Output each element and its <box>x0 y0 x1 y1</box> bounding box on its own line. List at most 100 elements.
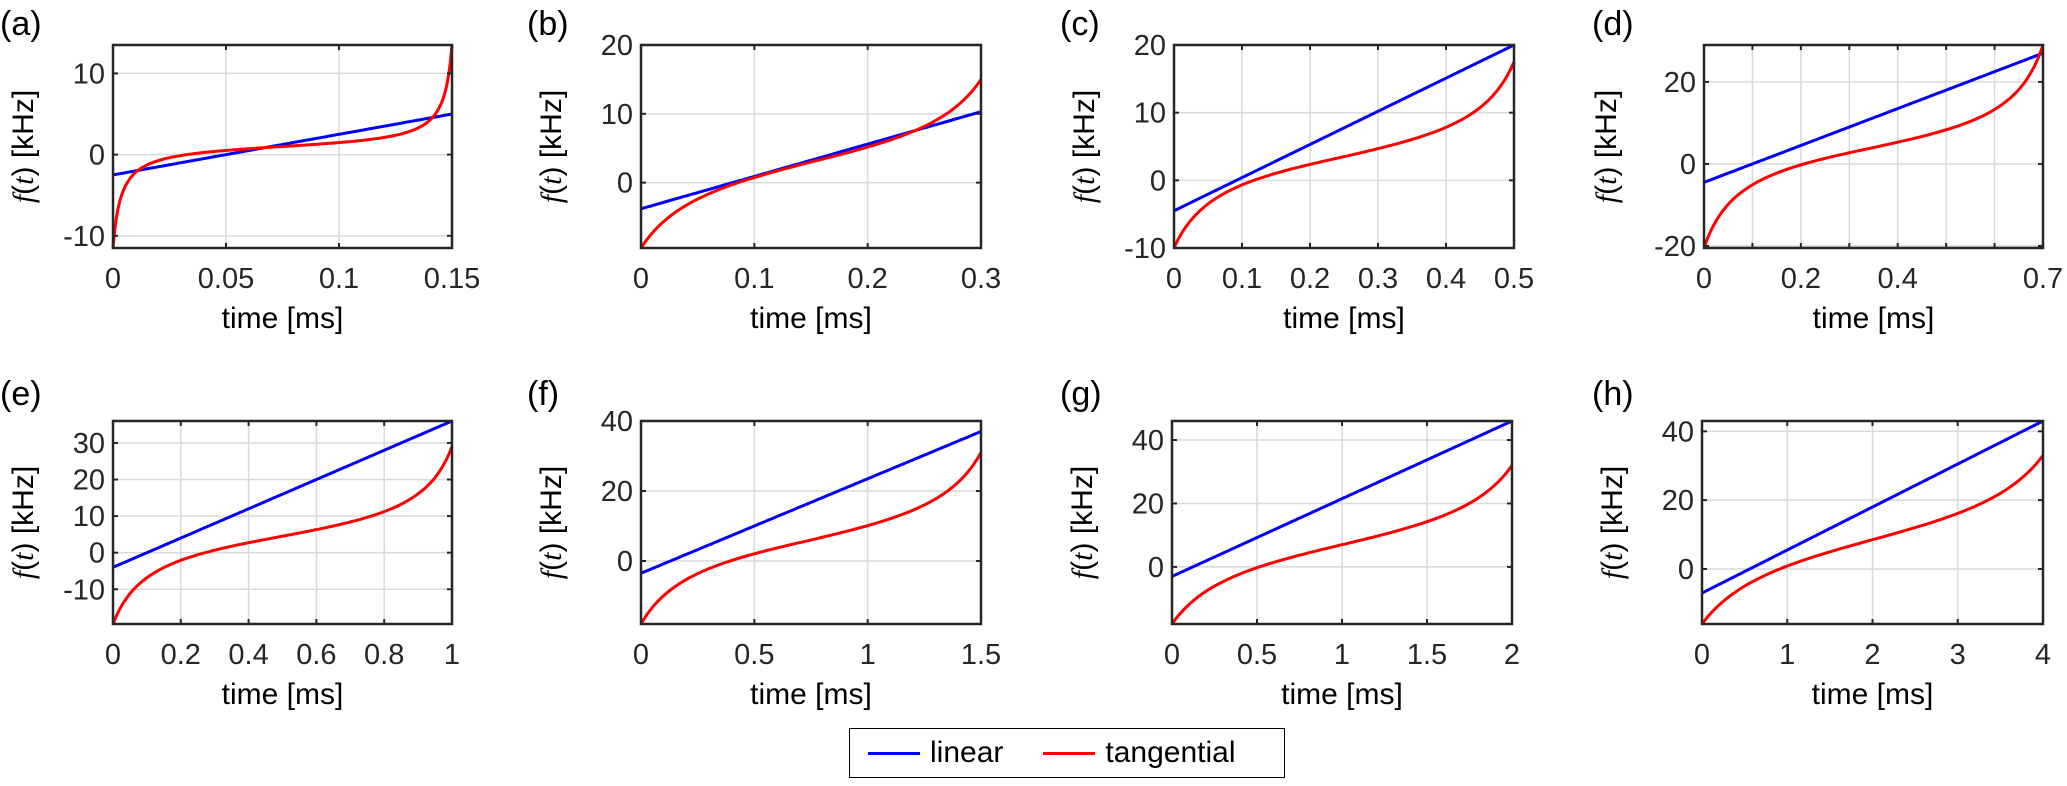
subplot-f: (f) 0 0.5 1 1.5 0 20 40 time [ms] f(t) [kHz] <box>527 375 1001 711</box>
y-tick-label: 0 <box>1678 554 1694 586</box>
legend-label-linear: linear <box>930 736 1004 769</box>
y-tick-label: 20 <box>1662 485 1694 517</box>
series-line-tangential <box>639 451 983 625</box>
y-tick-label: -20 <box>1654 231 1696 263</box>
series-line-linear <box>112 112 453 177</box>
series-line-linear <box>1173 43 1515 213</box>
y-tick-label: 10 <box>73 58 105 90</box>
y-axis-label: f(t) [kHz] <box>1590 90 1623 203</box>
x-tick-label: 1 <box>1334 639 1350 671</box>
x-tick-label: 4 <box>2035 639 2051 671</box>
y-tick-label: 40 <box>1132 425 1164 457</box>
y-tick-label: -10 <box>63 574 105 606</box>
x-axis-label: time [ms] <box>222 678 344 711</box>
x-tick-label: 0.2 <box>848 263 888 295</box>
y-axis-label: f(t) [kHz] <box>7 90 40 203</box>
y-axis-label: f(t) [kHz] <box>535 466 568 579</box>
y-tick-label: 30 <box>73 428 105 460</box>
subplot-b: (b) 0 0.1 0.2 0.3 0 10 20 time [ms] f(t) [kHz] <box>527 5 1001 335</box>
x-tick-label: 0 <box>105 639 121 671</box>
y-tick-label: 20 <box>73 465 105 497</box>
y-tick-label: -10 <box>63 221 105 253</box>
x-tick-label: 0.2 <box>1781 263 1821 295</box>
axes-box <box>111 419 454 626</box>
x-tick-label: 0.6 <box>296 639 336 671</box>
x-tick-label: 0.2 <box>1290 263 1330 295</box>
x-axis-label: time [ms] <box>1813 302 1935 335</box>
y-axis-label: f(t) [kHz] <box>7 466 40 579</box>
y-tick-label: 0 <box>617 168 633 200</box>
x-tick-label: 0.4 <box>1426 263 1466 295</box>
x-tick-label: 0.05 <box>198 263 254 295</box>
y-tick-label: 0 <box>1148 552 1164 584</box>
y-tick-label: 20 <box>601 476 633 508</box>
x-tick-label: 0.5 <box>1237 639 1277 671</box>
y-axis-label: f(t) [kHz] <box>1596 466 1629 579</box>
axes-box <box>639 43 983 250</box>
series-line-linear <box>112 419 453 569</box>
x-axis-label: time [ms] <box>222 302 344 335</box>
series-line-tangential <box>639 78 983 249</box>
x-axis-label: time [ms] <box>750 678 872 711</box>
x-tick-label: 1 <box>860 639 876 671</box>
y-tick-label: 10 <box>73 501 105 533</box>
axes-box <box>1702 43 2045 250</box>
x-tick-label: 0.4 <box>228 639 268 671</box>
series-line-tangential <box>1172 61 1516 249</box>
x-tick-label: 0.3 <box>961 263 1001 295</box>
x-tick-label: 0 <box>633 639 649 671</box>
legend: linear tangential <box>849 728 1285 778</box>
x-tick-label: 1 <box>1779 639 1795 671</box>
y-tick-label: 0 <box>89 140 105 172</box>
series-line-linear <box>640 110 982 211</box>
series-line-tangential <box>1702 44 2045 249</box>
x-tick-label: 0 <box>633 263 649 295</box>
series-line-tangential <box>111 446 454 625</box>
x-tick-label: 2 <box>1864 639 1880 671</box>
x-axis-label: time [ms] <box>750 302 872 335</box>
x-tick-label: 0.1 <box>734 263 774 295</box>
legend-item-linear: linear <box>868 736 1003 770</box>
x-tick-label: 0.4 <box>1878 263 1918 295</box>
y-tick-label: 0 <box>617 546 633 578</box>
x-tick-label: 0.15 <box>424 263 480 295</box>
x-tick-label: 0 <box>1166 263 1182 295</box>
series-line-tangential <box>1170 464 1514 625</box>
x-tick-label: 0.1 <box>1222 263 1262 295</box>
y-axis-label: f(t) [kHz] <box>535 90 568 203</box>
x-tick-label: 2 <box>1504 639 1520 671</box>
x-tick-label: 1.5 <box>961 639 1001 671</box>
x-axis-label: time [ms] <box>1281 678 1403 711</box>
legend-item-tangential: tangential <box>1043 736 1235 770</box>
x-tick-label: 1.5 <box>1407 639 1447 671</box>
x-tick-label: 3 <box>1950 639 1966 671</box>
x-tick-label: 0.8 <box>364 639 404 671</box>
panel-label: (a) <box>0 5 42 43</box>
y-tick-label: 20 <box>1132 488 1164 520</box>
y-tick-label: 0 <box>1680 149 1696 181</box>
x-tick-label: 0.3 <box>1358 263 1398 295</box>
x-tick-label: 0.5 <box>1494 263 1534 295</box>
y-axis-label: f(t) [kHz] <box>1066 466 1099 579</box>
panel-label: (b) <box>527 5 569 43</box>
x-tick-label: 0.5 <box>734 639 774 671</box>
series-line-linear <box>1701 419 2044 595</box>
x-axis-label: time [ms] <box>1283 302 1405 335</box>
series-line-tangential <box>1700 454 2045 625</box>
legend-swatch-linear <box>868 751 920 755</box>
y-tick-label: 0 <box>89 538 105 570</box>
y-tick-label: 20 <box>1664 67 1696 99</box>
panel-label: (e) <box>0 375 42 413</box>
x-tick-label: 0 <box>105 263 121 295</box>
x-tick-label: 0.1 <box>319 263 359 295</box>
panel-label: (d) <box>1592 5 1634 43</box>
y-tick-label: 40 <box>601 406 633 438</box>
panel-label: (g) <box>1060 375 1102 413</box>
legend-swatch-tangential <box>1043 751 1096 755</box>
